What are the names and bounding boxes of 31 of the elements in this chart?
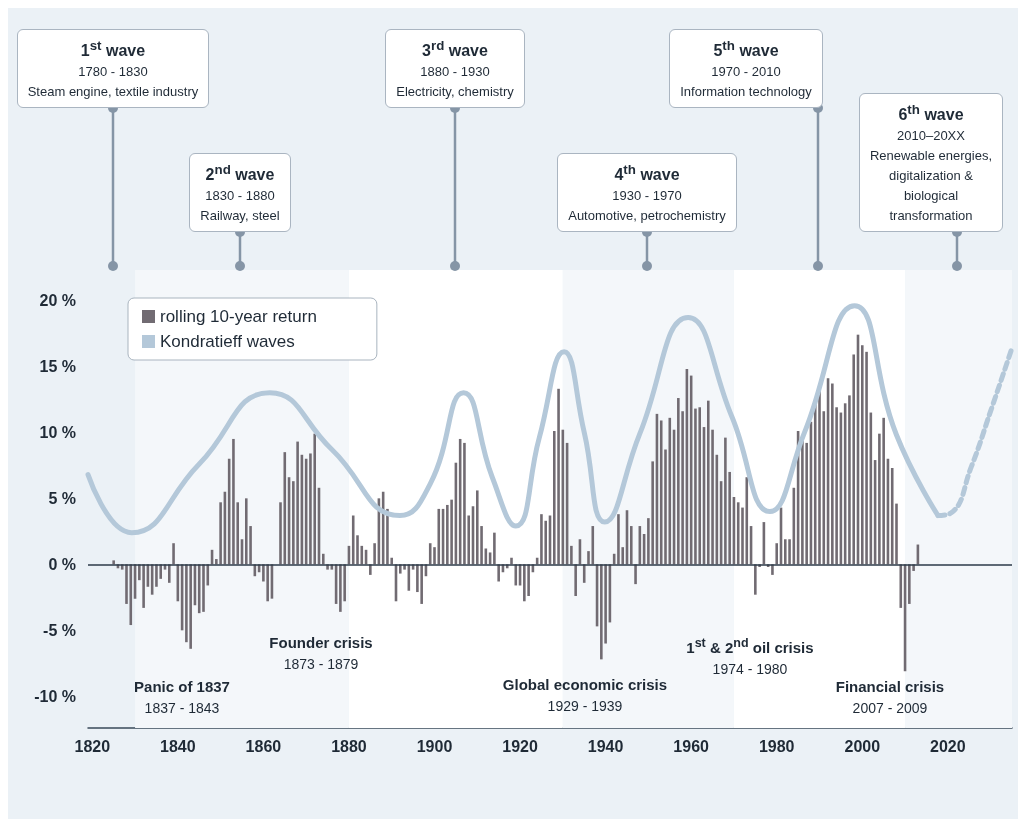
x-tick-label: 1820 xyxy=(74,737,111,755)
annotation: Panic of 1837 1837 - 1843 xyxy=(133,677,231,718)
x-tick-label: 1880 xyxy=(331,737,367,755)
x-tick-label: 2000 xyxy=(844,737,881,755)
legend-label: Kondratieff waves xyxy=(160,332,295,351)
y-tick-label: 0 % xyxy=(48,555,76,573)
x-tick-label: 1900 xyxy=(416,737,453,755)
text: 4$^{th}$ wave 1930 - 1970 Automotive, petrochemistry xyxy=(567,160,727,225)
annotation: Financial crisis 2007 - 2009 xyxy=(834,677,946,718)
text: 5$^{th}$ wave 1970 - 2010 Information technology xyxy=(679,36,813,101)
text: 1$^{st}$ wave 1780 - 1830 Steam engine, textile industry xyxy=(26,36,200,101)
annotation: Global economic crisis 1929 - 1939 xyxy=(501,675,669,716)
text: 3$^{rd}$ wave 1880 - 1930 Electricity, chemistry xyxy=(395,36,515,101)
x-tick-label: 1980 xyxy=(758,737,795,755)
y-tick-label: 10 % xyxy=(39,423,76,441)
annotation: Founder crisis 1873 - 1879 xyxy=(268,633,374,674)
text: 6$^{th}$ wave 2010–20XX Renewable energies, digitalization & biological transformation xyxy=(868,100,994,225)
annotation: 1$^{st}$ & 2$^{nd}$ oil crisis 1974 - 1980 xyxy=(685,635,815,679)
y-tick-label: 5 % xyxy=(48,489,76,507)
y-tick-label: -10 % xyxy=(34,687,76,705)
x-tick-label: 1960 xyxy=(673,737,710,755)
y-tick-label: 15 % xyxy=(39,357,76,375)
text: 2$^{nd}$ wave 1830 - 1880 Railway, steel xyxy=(199,160,281,225)
x-tick-label: 1920 xyxy=(502,737,538,755)
x-tick-label: 1860 xyxy=(245,737,282,755)
x-tick-label: 1840 xyxy=(160,737,196,755)
x-tick-label: 1940 xyxy=(587,737,624,755)
y-tick-label: -5 % xyxy=(43,621,76,639)
x-tick-label: 2020 xyxy=(930,737,966,755)
y-tick-label: 20 % xyxy=(39,291,76,309)
legend-label: rolling 10-year return xyxy=(160,307,317,326)
